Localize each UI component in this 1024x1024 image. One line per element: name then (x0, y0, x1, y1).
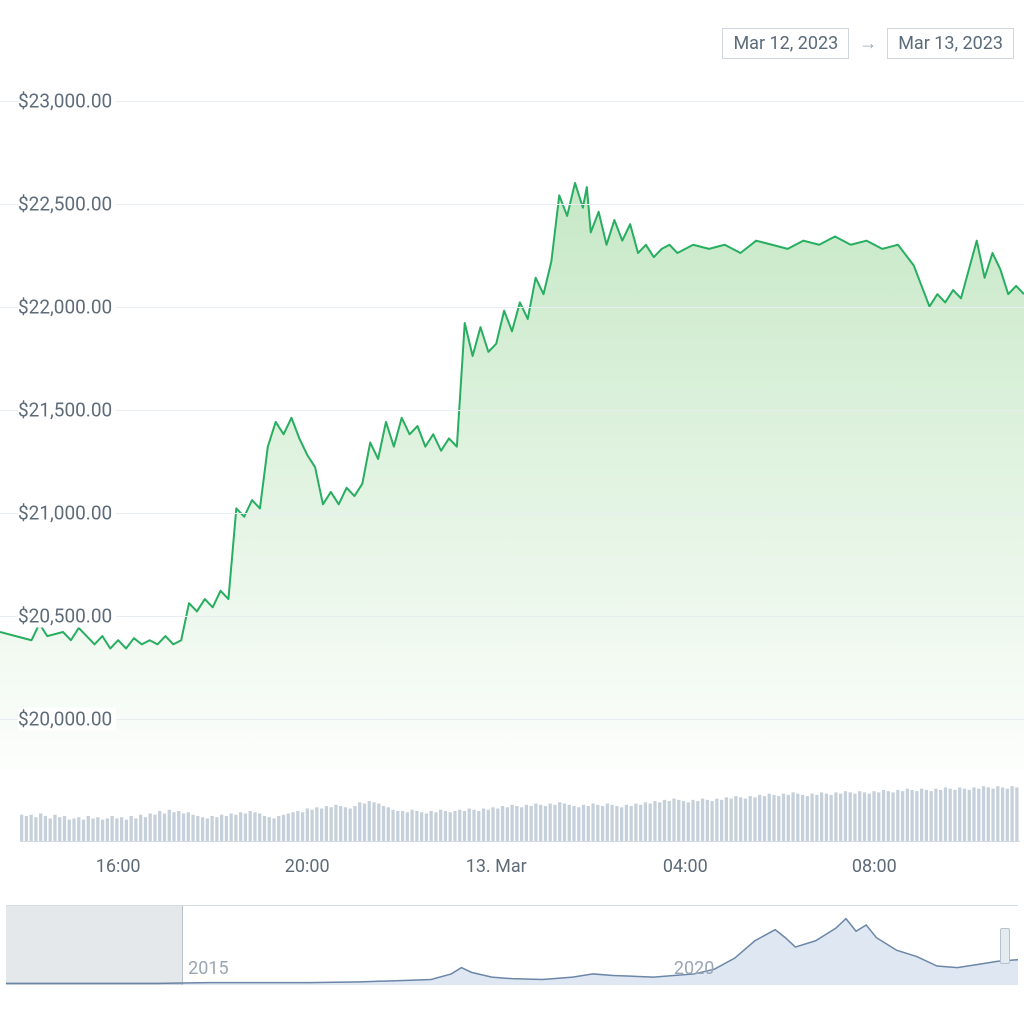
gridline (0, 616, 1024, 617)
gridline (0, 307, 1024, 308)
gridline (0, 410, 1024, 411)
arrow-right-icon: → (859, 33, 877, 54)
date-range-selector: Mar 12, 2023 → Mar 13, 2023 (722, 28, 1014, 59)
date-from-box[interactable]: Mar 12, 2023 (722, 28, 849, 59)
gridline (0, 101, 1024, 102)
gridline (0, 719, 1024, 720)
x-axis-label: 13. Mar (466, 856, 527, 877)
y-axis-label: $22,500.00 (18, 192, 116, 215)
date-to-box[interactable]: Mar 13, 2023 (887, 28, 1014, 59)
navigator-chart[interactable]: 2015 2020 (6, 905, 1018, 985)
y-axis-label: $21,500.00 (18, 398, 116, 421)
time-axis-labels: 16:0020:0013. Mar04:0008:0012:00 (0, 856, 1024, 884)
x-axis-label: 04:00 (663, 856, 708, 877)
y-axis-label: $21,000.00 (18, 501, 116, 524)
x-axis-label: 20:00 (285, 856, 330, 877)
x-axis-label: 08:00 (852, 856, 897, 877)
volume-chart[interactable] (20, 780, 1020, 842)
y-axis-label: $20,500.00 (18, 604, 116, 627)
x-axis-label: 16:00 (96, 856, 141, 877)
y-axis-label: $22,000.00 (18, 295, 116, 318)
gridline (0, 513, 1024, 514)
y-axis-label: $20,000.00 (18, 707, 116, 730)
gridline (0, 204, 1024, 205)
y-axis-label: $23,000.00 (18, 89, 116, 112)
navigator-handle[interactable] (1000, 928, 1010, 964)
navigator-mask[interactable] (6, 906, 183, 985)
navigator-year-label: 2015 (188, 958, 228, 979)
price-chart[interactable]: $20,000.00 $20,500.00 $21,000.00 $21,500.00… (0, 80, 1024, 770)
volume-bars-plot (20, 780, 1020, 842)
navigator-year-label: 2020 (674, 958, 714, 979)
price-area-plot (0, 80, 1024, 770)
